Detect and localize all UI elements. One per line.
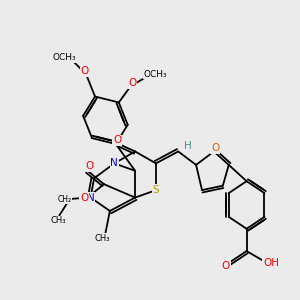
Text: CH₃: CH₃ [50, 216, 66, 225]
Text: OCH₃: OCH₃ [53, 53, 76, 62]
Text: O: O [222, 261, 230, 271]
Text: OH: OH [263, 258, 279, 268]
Text: OCH₃: OCH₃ [143, 70, 167, 79]
Text: N: N [110, 158, 118, 168]
Text: O: O [211, 143, 220, 153]
Text: CH₃: CH₃ [94, 234, 110, 243]
Text: O: O [80, 66, 89, 76]
Text: O: O [113, 136, 122, 146]
Text: O: O [80, 193, 88, 202]
Text: S: S [153, 185, 159, 195]
Text: CH₂: CH₂ [57, 194, 71, 203]
Text: N: N [87, 193, 94, 202]
Text: O: O [85, 161, 93, 171]
Text: O: O [128, 78, 136, 88]
Text: H: H [184, 140, 192, 151]
